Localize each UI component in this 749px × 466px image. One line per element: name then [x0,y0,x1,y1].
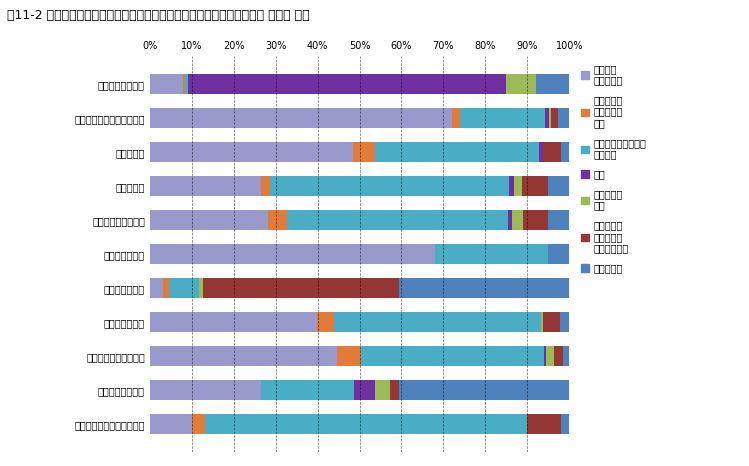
Bar [334,312,541,332]
Bar [558,108,569,128]
Bar [150,142,353,162]
Bar [270,176,509,196]
Bar [512,210,523,230]
Bar [150,380,261,400]
Bar [548,176,569,196]
Bar [548,244,569,264]
Bar [508,210,512,230]
Bar [541,312,543,332]
Bar [150,278,163,298]
Bar [268,210,288,230]
Bar [527,414,561,434]
Bar [317,312,334,332]
Bar [192,414,205,434]
Bar [261,380,354,400]
Bar [548,210,569,230]
Bar [184,74,186,94]
Bar [169,278,198,298]
Bar [539,142,543,162]
Bar [150,346,337,366]
Bar [523,210,548,230]
Bar [506,74,536,94]
Bar [150,210,268,230]
Bar [187,74,506,94]
Bar [375,380,390,400]
Bar [536,74,569,94]
Bar [399,278,569,298]
Bar [205,414,527,434]
Bar [337,346,360,366]
Bar [150,244,435,264]
Bar [288,210,508,230]
Bar [203,278,399,298]
Bar [543,142,560,162]
Bar [452,108,461,128]
Bar [360,346,544,366]
Bar [461,108,545,128]
Text: 図11-2 職業大分類別における従業上の地位別の就業者割合（平成２２年 宮崎県 女）: 図11-2 職業大分類別における従業上の地位別の就業者割合（平成２２年 宮崎県 … [7,9,310,22]
Bar [522,176,548,196]
Bar [509,176,514,196]
Legend: 正規の職
員・従業員, 労働者派遣
事業所派遣
社員, パート・アルバイト
・その他, 役員, 雇人のある
業主, 雇人のない
業主（家庭
内就業者含）, 家族: 正規の職 員・従業員, 労働者派遣 事業所派遣 社員, パート・アルバイト ・そ… [578,61,649,276]
Bar [543,312,560,332]
Bar [390,380,399,400]
Bar [261,176,270,196]
Bar [150,312,317,332]
Bar [353,142,374,162]
Bar [554,346,562,366]
Bar [354,380,375,400]
Bar [546,346,554,366]
Bar [150,176,261,196]
Bar [560,312,569,332]
Bar [562,346,569,366]
Bar [551,108,558,128]
Bar [150,74,184,94]
Bar [545,108,549,128]
Bar [198,278,203,298]
Bar [186,74,187,94]
Bar [150,414,192,434]
Bar [544,346,546,366]
Bar [514,176,522,196]
Bar [560,142,569,162]
Bar [150,108,452,128]
Bar [399,380,569,400]
Bar [561,414,569,434]
Bar [163,278,169,298]
Bar [374,142,539,162]
Bar [549,108,551,128]
Bar [435,244,548,264]
